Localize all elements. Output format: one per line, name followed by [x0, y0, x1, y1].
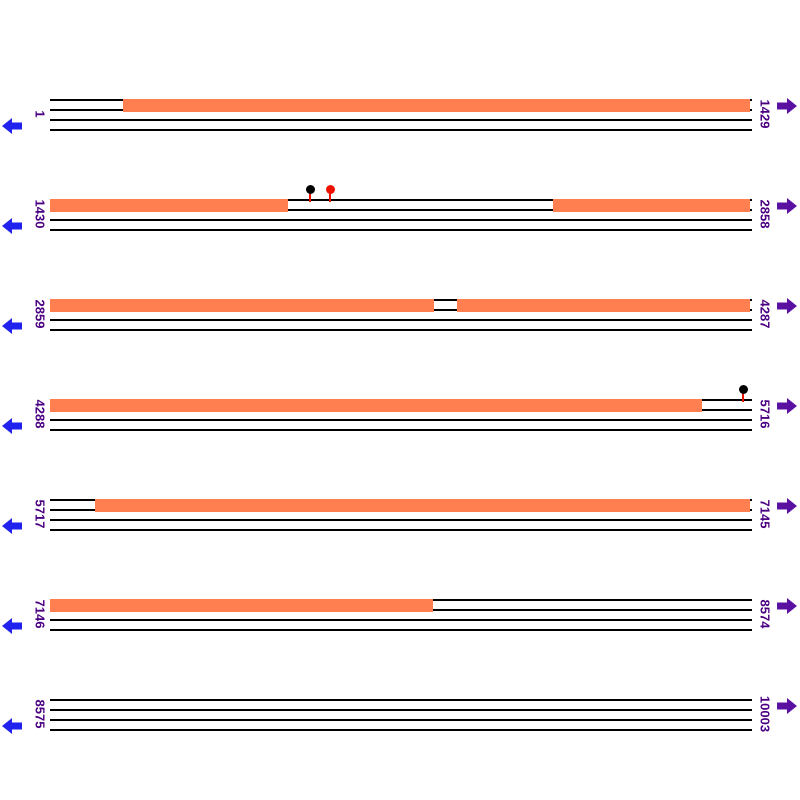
left-arrow-icon: [2, 218, 22, 234]
prev-page-arrow[interactable]: [2, 218, 22, 234]
right-arrow-icon: [777, 198, 797, 214]
left-arrow-icon: [2, 318, 22, 334]
marker-stem: [329, 191, 331, 202]
sequence-row: 5717 7145: [0, 478, 800, 578]
black-lollipop-marker: [739, 385, 748, 403]
black-lollipop-marker: [306, 185, 315, 203]
sequence-track: [50, 299, 752, 331]
right-arrow-icon: [777, 598, 797, 614]
orf-feature-bar: [95, 499, 750, 512]
prev-page-arrow[interactable]: [2, 318, 22, 334]
red-lollipop-marker: [326, 185, 335, 203]
row-end-coordinate: 8574: [757, 599, 773, 629]
next-page-arrow[interactable]: [777, 98, 797, 114]
row-start-coordinate: 4288: [32, 399, 48, 429]
row-end-coordinate: 5716: [757, 399, 773, 429]
marker-stem: [309, 191, 311, 202]
sequence-track: [50, 699, 752, 731]
sequence-row: 4288 5716: [0, 378, 800, 478]
sequence-track: [50, 599, 752, 631]
left-arrow-icon: [2, 618, 22, 634]
right-arrow-icon: [777, 298, 797, 314]
sequence-row: 7146 8574: [0, 578, 800, 678]
sequence-track: [50, 385, 752, 431]
orf-feature-bar: [553, 199, 750, 212]
right-arrow-icon: [777, 698, 797, 714]
next-page-arrow[interactable]: [777, 498, 797, 514]
sequence-track: [50, 499, 752, 531]
row-end-coordinate: 4287: [757, 299, 773, 329]
prev-page-arrow[interactable]: [2, 118, 22, 134]
next-page-arrow[interactable]: [777, 698, 797, 714]
sequence-row: 2859 4287: [0, 278, 800, 378]
sequence-track: [50, 99, 752, 131]
left-arrow-icon: [2, 118, 22, 134]
orf-feature-bar: [50, 599, 433, 612]
sequence-row: 1430 2858: [0, 178, 800, 278]
orf-feature-bar: [123, 99, 750, 112]
next-page-arrow[interactable]: [777, 298, 797, 314]
sequence-row: 1 1429: [0, 78, 800, 178]
row-start-coordinate: 1430: [32, 199, 48, 229]
orf-feature-bar: [457, 299, 750, 312]
row-end-coordinate: 10003: [757, 695, 773, 733]
sequence-row: 8575 10003: [0, 678, 800, 778]
orf-feature-bar: [50, 299, 434, 312]
row-start-coordinate: 1: [32, 110, 48, 118]
row-end-coordinate: 2858: [757, 199, 773, 229]
marker-head-icon: [326, 185, 335, 194]
prev-page-arrow[interactable]: [2, 718, 22, 734]
right-arrow-icon: [777, 98, 797, 114]
marker-head-icon: [739, 385, 748, 394]
next-page-arrow[interactable]: [777, 198, 797, 214]
next-page-arrow[interactable]: [777, 398, 797, 414]
prev-page-arrow[interactable]: [2, 518, 22, 534]
row-end-coordinate: 7145: [757, 499, 773, 529]
next-page-arrow[interactable]: [777, 598, 797, 614]
row-start-coordinate: 5717: [32, 499, 48, 529]
orf-feature-bar: [50, 399, 702, 412]
left-arrow-icon: [2, 418, 22, 434]
sequence-track: [50, 185, 752, 231]
left-arrow-icon: [2, 518, 22, 534]
prev-page-arrow[interactable]: [2, 418, 22, 434]
marker-head-icon: [306, 185, 315, 194]
row-start-coordinate: 7146: [32, 599, 48, 629]
left-arrow-icon: [2, 718, 22, 734]
right-arrow-icon: [777, 498, 797, 514]
row-end-coordinate: 1429: [757, 99, 773, 129]
right-arrow-icon: [777, 398, 797, 414]
row-start-coordinate: 8575: [32, 699, 48, 729]
marker-stem: [742, 391, 744, 402]
orf-feature-bar: [50, 199, 288, 212]
row-start-coordinate: 2859: [32, 299, 48, 329]
prev-page-arrow[interactable]: [2, 618, 22, 634]
